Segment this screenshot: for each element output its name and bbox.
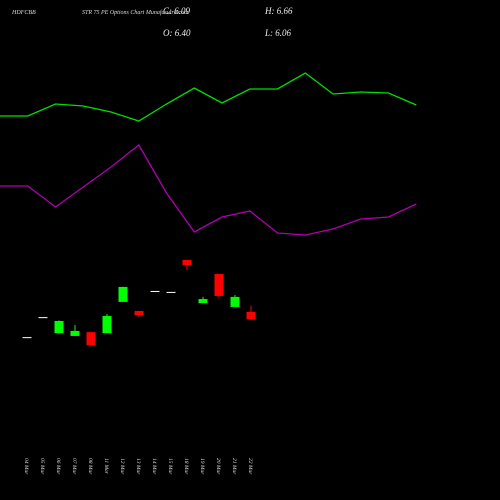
stat-close: C: 6.09: [163, 6, 191, 16]
x-tick-label: 04 Mar: [23, 458, 30, 475]
candle-body: [246, 311, 256, 320]
x-tick-label: 08 Mar: [87, 458, 93, 475]
chart-subtitle: STR 75 PE Options Chart Munafasutra.com: [82, 9, 189, 16]
stat-low: L: 6.06: [264, 28, 292, 38]
candle-body: [54, 320, 64, 334]
x-tick-label: 14 Mar: [151, 458, 158, 475]
candle-body: [150, 290, 160, 292]
candle-body: [134, 310, 144, 315]
stat-high: H: 6.66: [264, 6, 293, 16]
candle-body: [166, 291, 176, 293]
x-tick-label: 18 Mar: [183, 458, 189, 475]
x-tick-label: 21 Mar: [231, 458, 237, 475]
candle-body: [38, 317, 48, 319]
x-tick-label: 12 Mar: [119, 458, 125, 475]
candle-body: [70, 330, 80, 336]
candle-body: [182, 260, 192, 265]
candle-body: [102, 315, 112, 334]
stat-open: O: 6.40: [163, 28, 191, 38]
candle-body: [198, 299, 208, 304]
x-tick-label: 06 Mar: [55, 458, 61, 475]
candle-body: [22, 337, 32, 339]
x-tick-label: 20 Mar: [215, 458, 221, 475]
indicator-line: [0, 144, 417, 236]
x-tick-label: 07 Mar: [71, 458, 77, 475]
x-tick-label: 13 Mar: [135, 458, 141, 475]
x-tick-label: 22 Mar: [247, 458, 253, 475]
x-tick-label: 19 Mar: [199, 458, 205, 475]
indicator-line: [0, 72, 417, 122]
x-tick-label: 05 Mar: [39, 458, 45, 475]
candle-body: [214, 274, 224, 296]
candle-body: [230, 296, 240, 307]
x-tick-label: 15 Mar: [167, 458, 173, 475]
chart-title: HDFCBB: [11, 10, 36, 16]
candle-body: [86, 332, 96, 345]
x-tick-label: 11 Mar: [103, 458, 109, 475]
candle-body: [118, 286, 128, 302]
